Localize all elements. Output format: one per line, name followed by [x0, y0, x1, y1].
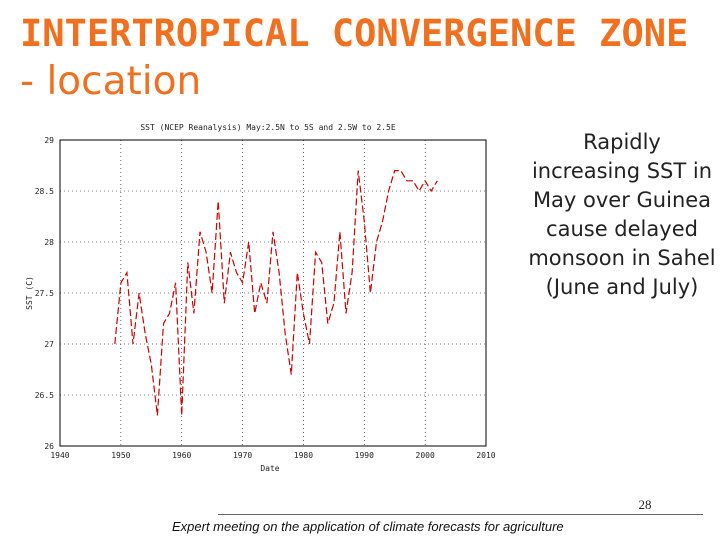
y-tick-label: 27.5	[35, 289, 54, 298]
slide-title-bold: INTERTROPICAL CONVERGENCE ZONE	[20, 12, 689, 55]
chart-series	[114, 169, 438, 416]
y-tick-label: 27	[44, 340, 54, 349]
plot-frame	[59, 139, 487, 447]
footer-text: Expert meeting on the application of cli…	[172, 519, 564, 534]
chart-ticks: 1940 1950 1960 1970 1980 1990 2000 2010 26 26.5 27…	[35, 136, 496, 460]
sst-series-line	[114, 169, 438, 416]
x-axis-label: Date	[260, 464, 279, 473]
x-tick-label: 1980	[294, 451, 313, 460]
sst-line-chart: 1940 1950 1960 1970 1980 1990 2000 2010 26 26.5 27…	[25, 123, 496, 473]
y-tick-label: 28.5	[35, 187, 54, 196]
x-tick-label: 2000	[416, 451, 435, 460]
side-note: Rapidly increasing SST in May over Guine…	[528, 130, 716, 299]
chart-title: SST (NCEP Reanalysis) May:2.5N to 5S and…	[140, 123, 395, 132]
y-tick-label: 28	[44, 238, 54, 247]
x-tick-label: 1960	[172, 451, 191, 460]
x-tick-label: 2010	[476, 451, 495, 460]
y-tick-label: 29	[44, 136, 54, 145]
x-tick-label: 1970	[233, 451, 252, 460]
x-tick-label: 1940	[50, 451, 69, 460]
y-tick-label: 26	[44, 442, 54, 451]
y-tick-label: 26.5	[35, 391, 54, 400]
footer-divider	[218, 514, 703, 515]
x-tick-label: 1950	[111, 451, 130, 460]
slide-title: INTERTROPICAL CONVERGENCE ZONE - locatio…	[20, 10, 710, 106]
y-axis-label: SST (C)	[25, 276, 34, 310]
slide-number: 28	[638, 497, 652, 512]
x-tick-label: 1990	[355, 451, 374, 460]
slide-title-rest: - location	[20, 59, 202, 104]
